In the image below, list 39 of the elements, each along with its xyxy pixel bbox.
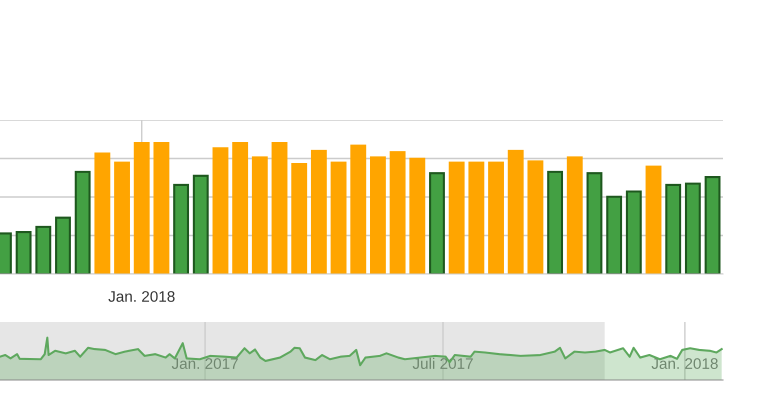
bar xyxy=(626,190,642,274)
bar xyxy=(448,162,465,274)
bar xyxy=(684,182,701,274)
x-tick-label: Jan. 2018 xyxy=(108,291,175,302)
bar xyxy=(114,162,130,274)
bar xyxy=(16,231,32,274)
bar xyxy=(330,162,346,274)
bar xyxy=(370,156,386,274)
bar xyxy=(390,151,406,274)
bar xyxy=(586,172,602,274)
bar xyxy=(94,152,110,274)
bar xyxy=(153,142,170,274)
bar xyxy=(192,174,209,274)
x-tick-label: Jan. 2018 xyxy=(652,358,718,369)
bar xyxy=(212,147,228,274)
bar xyxy=(606,196,622,274)
bar xyxy=(35,226,52,274)
bar xyxy=(134,142,150,274)
bar xyxy=(488,162,504,274)
bar xyxy=(409,158,426,274)
bar xyxy=(55,216,71,274)
bar xyxy=(508,150,524,274)
bar xyxy=(350,144,366,274)
bar xyxy=(429,172,445,274)
bar xyxy=(252,156,268,274)
bar xyxy=(646,166,662,274)
bar xyxy=(173,184,190,274)
bar xyxy=(272,142,288,274)
bar xyxy=(665,184,682,274)
bar xyxy=(468,162,484,274)
bar xyxy=(291,162,308,274)
bar xyxy=(566,156,583,274)
bar xyxy=(310,150,327,274)
x-tick-label: Jan. 2017 xyxy=(172,358,238,369)
bar xyxy=(527,160,544,274)
bar xyxy=(232,142,248,274)
bar xyxy=(547,170,564,274)
bar xyxy=(74,170,91,274)
bar xyxy=(704,176,720,274)
